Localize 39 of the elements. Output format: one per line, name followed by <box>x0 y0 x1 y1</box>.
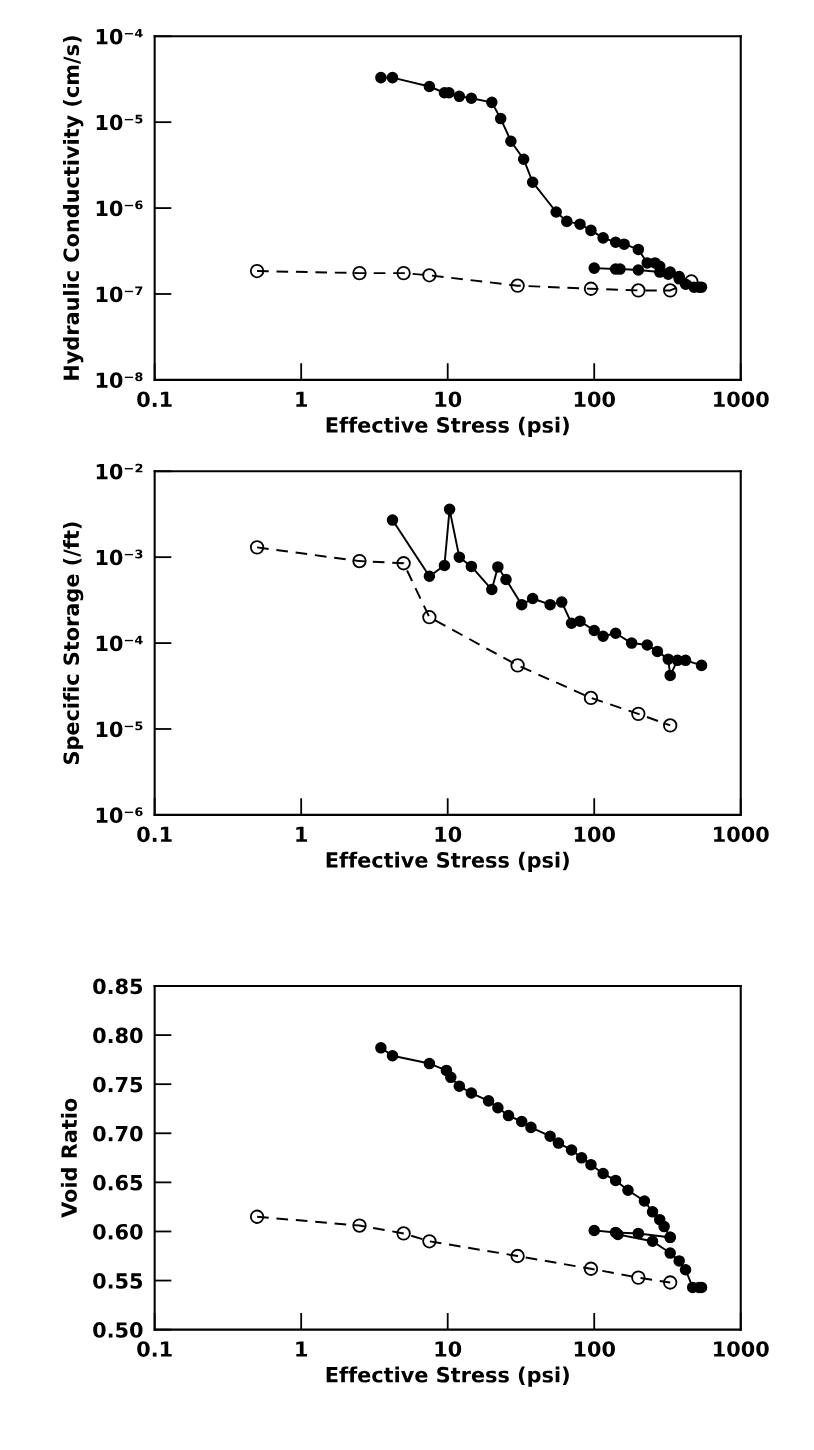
x-tick-label: 1 <box>296 826 307 842</box>
x-tick-label: 1000 <box>714 826 769 843</box>
x-tick-label: 100 <box>574 391 615 408</box>
x-tick-label: 10 <box>435 1341 462 1357</box>
x-axis-title: Effective Stress (psi) <box>326 416 569 437</box>
x-tick-label: 0.1 <box>137 826 172 843</box>
y-axis-title: Void Ratio <box>60 1098 77 1218</box>
x-tick-label: 1 <box>296 1341 307 1357</box>
x-tick-label: 0.1 <box>137 1341 172 1357</box>
x-tick-label: 10 <box>435 826 462 843</box>
y-tick-label: 10⁻⁵ <box>96 114 143 131</box>
y-tick-label: 0.55 <box>93 1273 143 1289</box>
y-tick-label: 0.50 <box>93 1322 143 1338</box>
y-tick-label: 0.60 <box>93 1223 143 1240</box>
y-tick-label: 10⁻⁷ <box>96 286 143 303</box>
y-axis-title: Hydraulic Conductivity (cm/s) <box>63 36 84 380</box>
y-tick-label: 10⁻⁴ <box>96 635 143 652</box>
y-tick-label: 10⁻³ <box>96 549 143 566</box>
x-tick-label: 1 <box>296 391 307 407</box>
y-tick-label: 0.85 <box>93 978 143 995</box>
x-axis-title: Effective Stress (psi) <box>326 851 569 872</box>
y-axis-title: Specific Storage (/ft) <box>63 522 84 765</box>
y-tick-label: 10⁻² <box>96 463 143 480</box>
x-tick-label: 0.1 <box>137 391 172 408</box>
y-tick-label: 10⁻⁴ <box>96 28 143 45</box>
y-tick-label: 10⁻⁶ <box>96 807 143 824</box>
x-tick-label: 10 <box>435 391 462 408</box>
x-tick-label: 1000 <box>714 391 769 408</box>
y-tick-label: 10⁻⁵ <box>96 721 143 738</box>
x-tick-label: 100 <box>574 1341 615 1357</box>
x-axis-title: Effective Stress (psi) <box>326 1366 569 1387</box>
x-tick-label: 1000 <box>714 1341 769 1357</box>
y-tick-label: 10⁻⁶ <box>96 200 143 217</box>
y-tick-label: 0.65 <box>93 1174 143 1191</box>
y-tick-label: 0.75 <box>93 1076 143 1093</box>
x-tick-label: 100 <box>574 826 615 843</box>
y-tick-label: 0.70 <box>93 1125 143 1142</box>
y-tick-label: 10⁻⁸ <box>96 372 143 389</box>
y-tick-label: 0.80 <box>93 1027 143 1044</box>
